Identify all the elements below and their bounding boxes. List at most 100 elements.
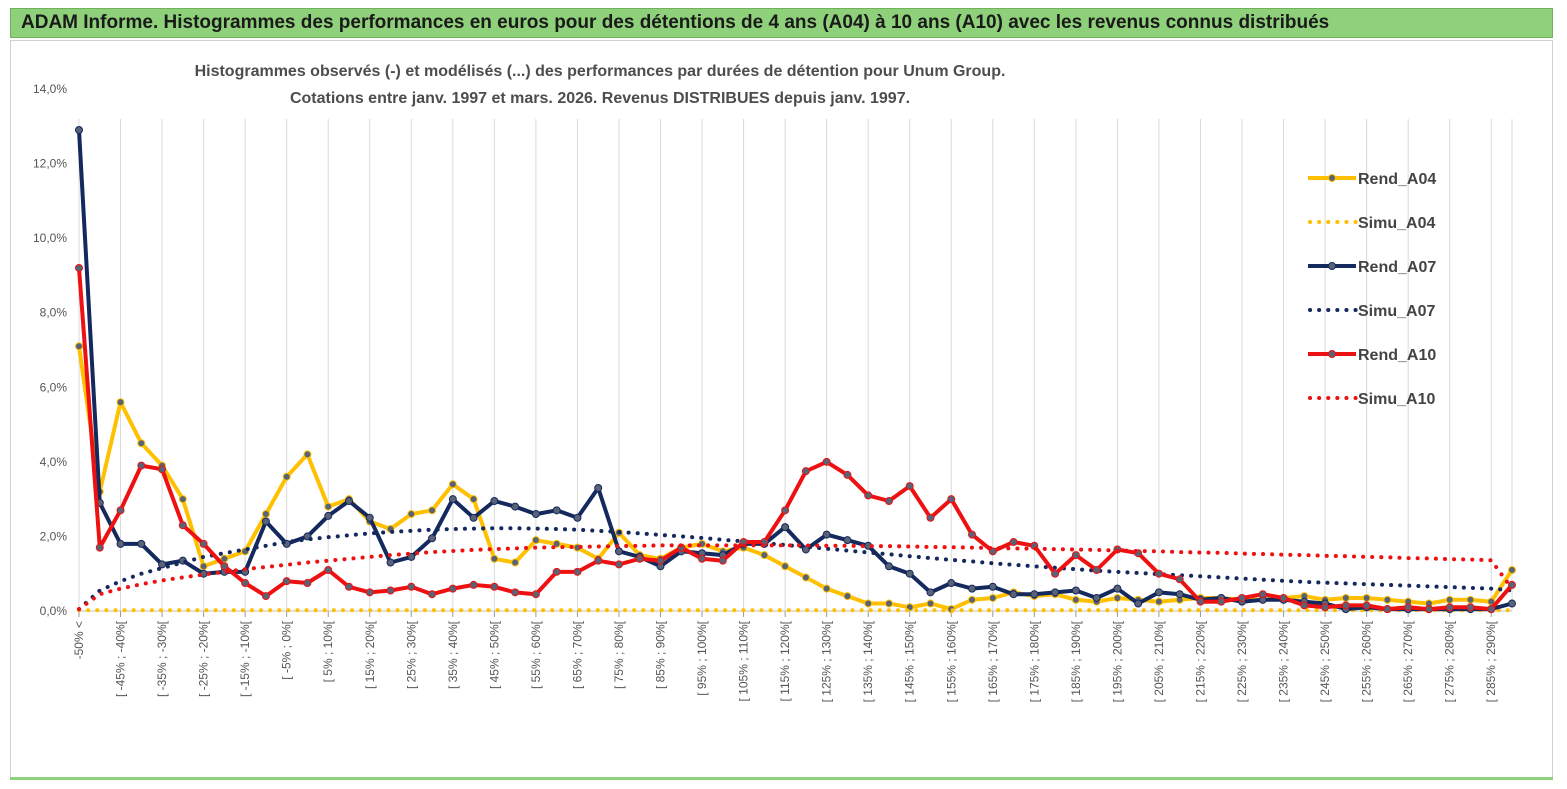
data-point-rend-a10 (926, 513, 935, 522)
y-tick-label: 0,0% (40, 604, 68, 618)
data-point-rend-a10 (947, 495, 956, 504)
legend-label: Simu_A10 (1358, 391, 1435, 408)
data-point-rend-a07 (884, 562, 893, 571)
data-point-rend-a07 (594, 483, 603, 492)
data-point-rend-a07 (490, 497, 499, 506)
data-point-rend-a10 (1487, 605, 1496, 614)
x-tick-label: [ 15% ; 20%[ (363, 620, 377, 689)
y-tick-label: 8,0% (40, 306, 68, 320)
legend-item-simu-a07[interactable]: Simu_A07 (1308, 303, 1435, 320)
data-point-rend-a10 (303, 579, 312, 588)
data-point-rend-a04 (760, 551, 769, 560)
data-point-rend-a10 (1238, 593, 1247, 602)
legend-label: Simu_A07 (1358, 303, 1435, 320)
data-point-rend-a07 (1071, 586, 1080, 595)
data-point-rend-a10 (552, 567, 561, 576)
x-tick-label: [ 65% ; 70%[ (570, 620, 584, 689)
data-point-rend-a07 (905, 569, 914, 578)
legend-item-rend-a07[interactable]: Rend_A07 (1308, 259, 1436, 276)
data-point-rend-a04 (1113, 593, 1122, 602)
x-tick-label: [ 245% ; 250%[ (1318, 620, 1332, 702)
x-tick-label: -50% < (72, 621, 86, 659)
data-point-rend-a07 (781, 523, 790, 532)
data-point-rend-a04 (469, 495, 478, 504)
legend-marker (1328, 262, 1336, 270)
data-point-rend-a10 (573, 567, 582, 576)
x-tick-label: [ 235% ; 240%[ (1277, 620, 1291, 702)
data-point-rend-a10 (1300, 601, 1309, 610)
data-point-rend-a04 (843, 592, 852, 601)
data-point-rend-a10 (843, 470, 852, 479)
data-point-rend-a07 (469, 513, 478, 522)
data-point-rend-a07 (822, 530, 831, 539)
data-point-rend-a10 (75, 263, 83, 272)
data-point-rend-a04 (428, 506, 437, 515)
data-point-rend-a07 (386, 558, 395, 567)
x-tick-label: [ 105% ; 110%[ (737, 620, 751, 701)
series-group (75, 126, 1516, 614)
data-point-rend-a10 (324, 565, 333, 574)
data-point-rend-a10 (801, 467, 810, 476)
data-point-rend-a10 (344, 582, 353, 591)
data-point-rend-a07 (801, 545, 810, 554)
y-tick-label: 6,0% (40, 380, 68, 394)
data-point-rend-a04 (822, 584, 831, 593)
data-point-rend-a04 (324, 502, 333, 511)
data-point-rend-a07 (261, 517, 270, 526)
x-axis: -50% < [ -45% ; -40%[[ -35% ; -30%[[ -25%… (72, 610, 1512, 702)
data-point-rend-a04 (1154, 597, 1163, 606)
legend-item-simu-a04[interactable]: Simu_A04 (1308, 215, 1435, 232)
data-point-rend-a10 (1383, 605, 1392, 614)
legend-item-simu-a10[interactable]: Simu_A10 (1308, 391, 1435, 408)
data-point-rend-a10 (1445, 603, 1454, 612)
data-point-rend-a10 (531, 590, 540, 599)
data-point-rend-a10 (158, 465, 167, 474)
data-point-rend-a07 (407, 552, 416, 561)
data-point-rend-a10 (178, 521, 187, 530)
legend[interactable]: Rend_A04 Simu_A04 Rend_A07 Simu_A07 Rend_A10… (1308, 171, 1436, 408)
chart-title-line-2: Cotations entre janv. 1997 et mars. 2026… (289, 90, 911, 107)
data-point-rend-a07 (1113, 584, 1122, 593)
x-tick-label: [ 255% ; 260%[ (1360, 620, 1374, 702)
data-point-rend-a07 (137, 539, 146, 548)
y-tick-label: 10,0% (33, 231, 67, 245)
legend-label: Rend_A07 (1358, 259, 1436, 276)
data-point-rend-a07 (1175, 590, 1184, 599)
data-point-rend-a04 (116, 398, 125, 407)
data-point-rend-a10 (656, 556, 665, 565)
data-point-rend-a10 (386, 586, 395, 595)
legend-marker (1328, 350, 1336, 358)
x-tick-label: [ 95% ; 100%[ (695, 620, 709, 695)
data-point-rend-a10 (1404, 603, 1413, 612)
data-point-rend-a10 (1424, 605, 1433, 614)
data-point-rend-a07 (531, 510, 540, 519)
y-tick-label: 2,0% (40, 529, 68, 543)
data-point-rend-a04 (1362, 593, 1371, 602)
chart-title: Histogrammes observés (-) et modélisés (… (148, 58, 1052, 112)
data-point-rend-a10 (95, 543, 104, 552)
data-point-rend-a07 (968, 584, 977, 593)
data-point-rend-a07 (552, 506, 561, 515)
data-point-rend-a04 (448, 480, 457, 489)
data-point-rend-a10 (407, 582, 416, 591)
series-line-simu-a07 (77, 526, 1514, 612)
legend-item-rend-a04[interactable]: Rend_A04 (1308, 171, 1436, 188)
data-point-rend-a10 (220, 562, 229, 571)
data-point-rend-a04 (199, 562, 208, 571)
data-point-rend-a07 (573, 513, 582, 522)
data-point-rend-a10 (968, 530, 977, 539)
x-tick-label: [ 185% ; 190%[ (1069, 620, 1083, 702)
data-point-rend-a04 (801, 573, 810, 582)
legend-item-rend-a10[interactable]: Rend_A10 (1308, 347, 1436, 364)
x-tick-label: [ 285% ; 290%[ (1484, 620, 1498, 702)
data-point-rend-a04 (282, 472, 291, 481)
x-tick-label: [ 75% ; 80%[ (612, 620, 626, 689)
data-point-rend-a10 (864, 491, 873, 500)
data-point-rend-a10 (1175, 575, 1184, 584)
data-point-rend-a07 (344, 497, 353, 506)
data-point-rend-a07 (988, 582, 997, 591)
data-point-rend-a07 (116, 539, 125, 548)
x-tick-label: [ -15% ; -10%[ (238, 620, 252, 697)
data-point-rend-a10 (781, 506, 790, 515)
